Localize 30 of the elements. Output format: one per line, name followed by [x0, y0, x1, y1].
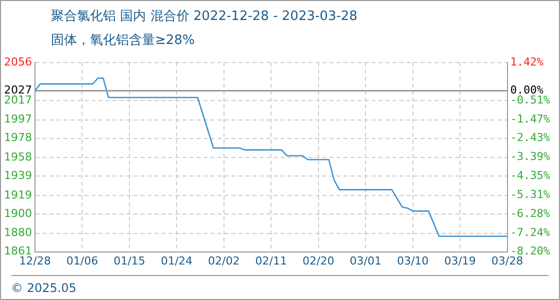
y2-tick-label: -1.47%: [510, 112, 550, 126]
x-tick-label: 01/06: [66, 254, 98, 268]
y-tick-label: 1939: [4, 168, 32, 182]
text: © 2025.05: [11, 281, 76, 295]
x-tick-label: 12/28: [19, 254, 51, 268]
y-tick-label: 1880: [4, 226, 32, 240]
y2-tick-label: -2.43%: [510, 131, 550, 144]
x-tick-label: 03/19: [444, 254, 476, 268]
y2-tick-label: -5.31%: [510, 188, 550, 201]
x-tick-label: 01/24: [160, 254, 193, 268]
y2-tick-label: -4.35%: [510, 168, 550, 182]
chart-title: 聚合氯化铝 国内 混合价 2022-12-28 - 2023-03-28: [51, 8, 358, 25]
y-tick-label: 1978: [4, 131, 32, 144]
y2-tick-label: -6.28%: [510, 206, 550, 220]
x-tick-label: 02/20: [302, 254, 334, 268]
y-tick-label: 1919: [4, 188, 32, 202]
x-tick-label: 03/10: [396, 254, 429, 268]
y2-tick-label: 1.42%: [510, 55, 544, 68]
y-tick-label: 1900: [4, 206, 32, 220]
chart-subtitle: 固体，氧化铝含量≥28%: [51, 32, 195, 49]
x-tick-label: 03/01: [350, 254, 382, 268]
y-tick-label: 1958: [4, 150, 32, 164]
x-tick-label: 01/15: [114, 254, 146, 268]
x-tick-label: 02/11: [255, 254, 287, 268]
x-tick-label: 03/28: [491, 254, 524, 268]
y2-tick-label: -3.39%: [510, 150, 550, 164]
y-tick-label: 1997: [4, 112, 32, 126]
y-tick-label: 2056: [4, 55, 32, 68]
y2-tick-label: -7.24%: [510, 226, 550, 239]
x-tick-label: 02/02: [208, 254, 240, 268]
